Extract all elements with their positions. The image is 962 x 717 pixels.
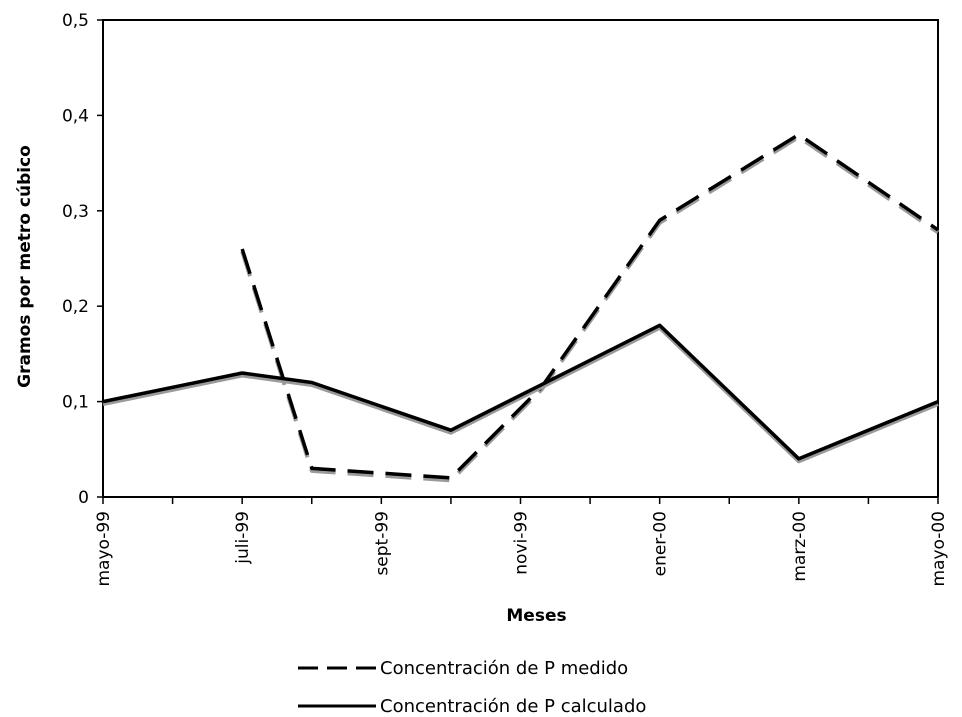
y-tick-label: 0	[78, 488, 89, 508]
x-tick-label: ener-00	[651, 511, 671, 576]
legend-label: Concentración de P medido	[380, 658, 628, 679]
x-axis: mayo-99 juli-99 sept-99 novi-99 ener-00 marz-…	[94, 496, 949, 587]
x-tick-label: sept-99	[372, 511, 392, 576]
plot-frame	[102, 19, 939, 497]
y-tick-label: 0,1	[62, 393, 89, 413]
series-calculated	[102, 323, 939, 464]
x-tick-label: novi-99	[512, 511, 532, 575]
y-tick-label: 0,2	[62, 297, 89, 317]
series-shadow	[102, 325, 939, 464]
plot-area	[102, 19, 939, 497]
y-tick-label: 0,5	[62, 11, 89, 31]
series-line	[102, 323, 939, 461]
y-axis: 0 0,1 0,2 0,3 0,4 0,5	[62, 11, 103, 508]
y-tick-label: 0,3	[62, 202, 89, 222]
x-tick-label: mayo-00	[929, 511, 949, 587]
y-axis-title: Gramos por metro cúbico	[15, 145, 35, 388]
legend-item: Concentración de P medido	[298, 658, 628, 679]
x-axis-title: Meses	[506, 606, 566, 626]
y-tick-label: 0,4	[62, 106, 89, 126]
x-tick-label: juli-99	[233, 511, 253, 565]
x-tick-label: mayo-99	[94, 511, 114, 587]
x-tick-label: marz-00	[790, 511, 810, 582]
legend-item: Concentración de P calculado	[298, 696, 646, 717]
legend-label: Concentración de P calculado	[380, 696, 646, 717]
series-group	[102, 132, 940, 483]
series-line	[240, 132, 939, 480]
series-shadow	[240, 135, 940, 483]
series-measured	[240, 132, 940, 483]
legend: Concentración de P medido Concentración d…	[298, 658, 646, 717]
